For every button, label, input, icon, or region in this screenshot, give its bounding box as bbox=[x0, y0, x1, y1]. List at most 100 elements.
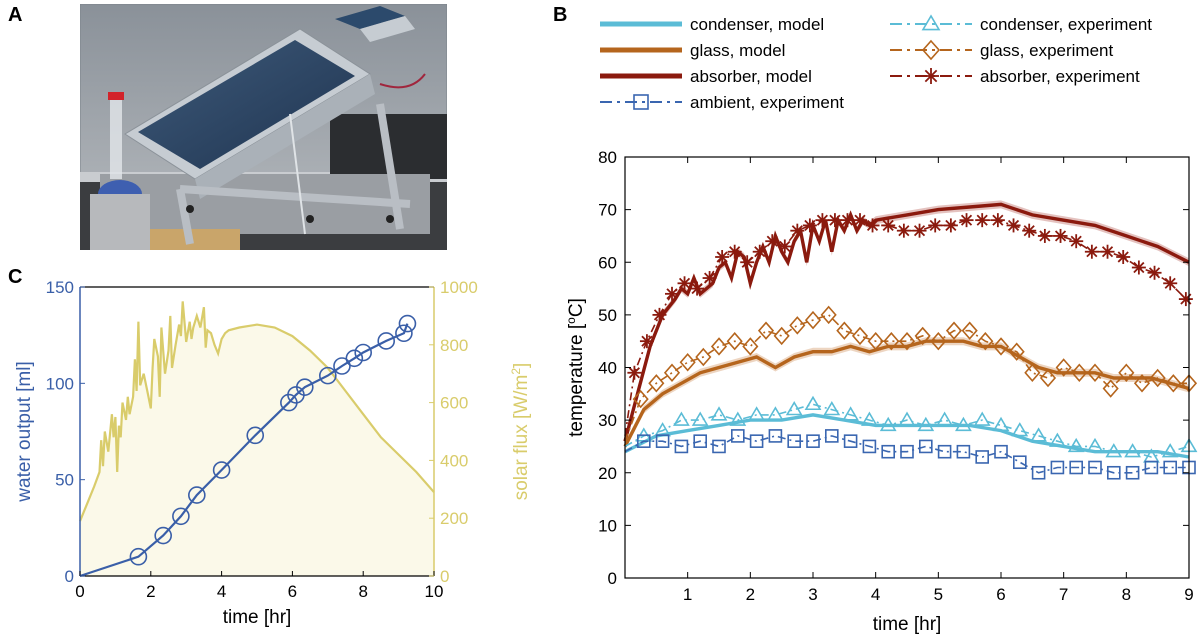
absorber_exp-point bbox=[815, 213, 830, 228]
chart-b-ytick-label: 0 bbox=[608, 569, 617, 588]
condenser_exp-point bbox=[1086, 437, 1104, 453]
ambient_exp-line bbox=[624, 435, 1189, 474]
panel-letter-b: B bbox=[553, 4, 568, 26]
chart-b-ylabel-main: temperature [ bbox=[566, 323, 587, 437]
absorber_exp-point bbox=[896, 223, 911, 238]
glass_exp-point bbox=[1165, 374, 1182, 393]
ambient_exp-point bbox=[806, 434, 820, 448]
condenser_exp-point bbox=[729, 411, 747, 426]
water-output-point bbox=[395, 324, 413, 343]
glass_exp-point bbox=[836, 321, 853, 340]
water-output-point bbox=[318, 366, 337, 385]
chart-b-legend: condenser, model glass, model absorber, mo… bbox=[600, 14, 1152, 112]
absorber_exp-point bbox=[702, 271, 717, 286]
condenser_exp-point bbox=[1049, 432, 1066, 447]
absorber_exp-point bbox=[1084, 244, 1099, 259]
panel-letter-a: A bbox=[8, 4, 23, 26]
chart-c-xtick-label: 2 bbox=[146, 582, 155, 601]
condenser_exp-point bbox=[861, 411, 878, 426]
legend-item: glass, experiment bbox=[890, 39, 1114, 61]
chart-b-xtick-label: 8 bbox=[1122, 585, 1131, 604]
chart-c-xtick-label: 0 bbox=[75, 582, 84, 601]
legend-marker bbox=[921, 39, 941, 61]
absorber_exp-point bbox=[1116, 249, 1131, 264]
condenser_model-line bbox=[624, 413, 1190, 459]
legend-item: absorber, model bbox=[600, 67, 812, 86]
ambient_exp-point bbox=[768, 429, 783, 443]
absorber_exp-point bbox=[715, 249, 730, 264]
glass_exp-point bbox=[914, 326, 931, 346]
ambient_exp-point bbox=[1031, 465, 1046, 480]
chart-c-ytick-left-label: 50 bbox=[55, 471, 74, 490]
absorber_exp-point bbox=[727, 244, 742, 259]
chart-b-xtick-label: 4 bbox=[871, 585, 880, 604]
legend-label: condenser, model bbox=[690, 15, 824, 34]
ambient_exp-point bbox=[824, 429, 839, 443]
glass_exp-point bbox=[742, 337, 759, 356]
absorber_exp-point bbox=[912, 223, 927, 238]
chart-c-ytick-right-label: 1000 bbox=[440, 278, 478, 297]
legend-item: condenser, experiment bbox=[890, 14, 1152, 34]
chart-c-ytick-right-label: 200 bbox=[440, 509, 468, 528]
chart-c-xtick-label: 6 bbox=[288, 582, 297, 601]
chart-c-ytick-right-label: 800 bbox=[440, 336, 468, 355]
water-output-point bbox=[188, 486, 206, 504]
legend-marker bbox=[633, 94, 649, 110]
water-output-point bbox=[212, 461, 231, 479]
water-output-point bbox=[377, 332, 396, 350]
ambient_exp-point bbox=[731, 429, 745, 443]
legend-item: glass, model bbox=[600, 41, 785, 60]
chart-c-xlabel: time [hr] bbox=[223, 607, 292, 628]
chart-b-ylabel-sup: o bbox=[564, 317, 578, 324]
water-output-point bbox=[154, 526, 172, 545]
absorber_exp-point bbox=[990, 213, 1005, 228]
condenser_exp-point bbox=[1011, 422, 1029, 437]
chart-b: condenser, model glass, model absorber, mo… bbox=[564, 14, 1198, 635]
glass_exp-point bbox=[867, 331, 884, 351]
chart-c-ytick-right-label: 400 bbox=[440, 451, 468, 470]
chart-c-ylabel-right-main: solar flux [W/m bbox=[511, 375, 532, 501]
ambient_exp-point bbox=[994, 444, 1008, 459]
glass_exp-point bbox=[1039, 368, 1057, 388]
absorber_exp-point bbox=[690, 281, 705, 296]
glass_exp-point bbox=[1024, 363, 1041, 382]
chart-c-ytick-left-label: 0 bbox=[65, 567, 74, 586]
chart-c-ylabel-left: water output [ml] bbox=[14, 361, 35, 502]
absorber_exp-point bbox=[1131, 260, 1146, 275]
condenser_exp-point bbox=[767, 406, 784, 421]
legend-item: absorber, experiment bbox=[890, 67, 1140, 86]
absorber_exp-point bbox=[1163, 276, 1178, 291]
absorber_exp-point bbox=[1053, 228, 1068, 243]
condenser_exp-point bbox=[992, 416, 1010, 432]
glass_exp-point bbox=[851, 326, 869, 346]
legend-marker bbox=[923, 68, 939, 84]
glass_exp-point bbox=[1055, 358, 1072, 377]
legend-marker bbox=[921, 14, 941, 31]
absorber_model-line bbox=[623, 202, 1190, 442]
chart-b-xtick-label: 3 bbox=[808, 585, 817, 604]
condenser_exp-point bbox=[823, 401, 841, 416]
water-output-point bbox=[172, 507, 190, 526]
chart-c-ytick-right-label: 600 bbox=[440, 394, 468, 413]
glass_exp-point bbox=[992, 337, 1010, 356]
water-output-point bbox=[129, 547, 148, 566]
condenser_exp-point bbox=[842, 406, 859, 421]
legend-label: condenser, experiment bbox=[980, 15, 1152, 34]
glass_exp-point bbox=[1102, 379, 1119, 398]
glass_exp-point bbox=[648, 374, 665, 393]
absorber_exp-point bbox=[677, 276, 692, 291]
glass_exp-point bbox=[710, 337, 728, 356]
absorber_exp-point bbox=[1100, 244, 1115, 259]
condenser_exp-point bbox=[673, 411, 690, 426]
glass_exp-point bbox=[1149, 368, 1166, 388]
absorber_exp-point bbox=[865, 218, 880, 233]
absorber_exp-point bbox=[652, 307, 667, 322]
condenser_exp-point bbox=[1030, 427, 1047, 442]
ambient_exp-point bbox=[1125, 465, 1140, 480]
ambient_exp-point bbox=[1106, 465, 1121, 480]
absorber_exp-point bbox=[790, 223, 805, 238]
absorber_exp-point bbox=[959, 213, 974, 228]
water-output-point bbox=[333, 357, 351, 375]
glass_exp-point bbox=[961, 321, 978, 340]
absorber_exp-point bbox=[1006, 218, 1021, 233]
